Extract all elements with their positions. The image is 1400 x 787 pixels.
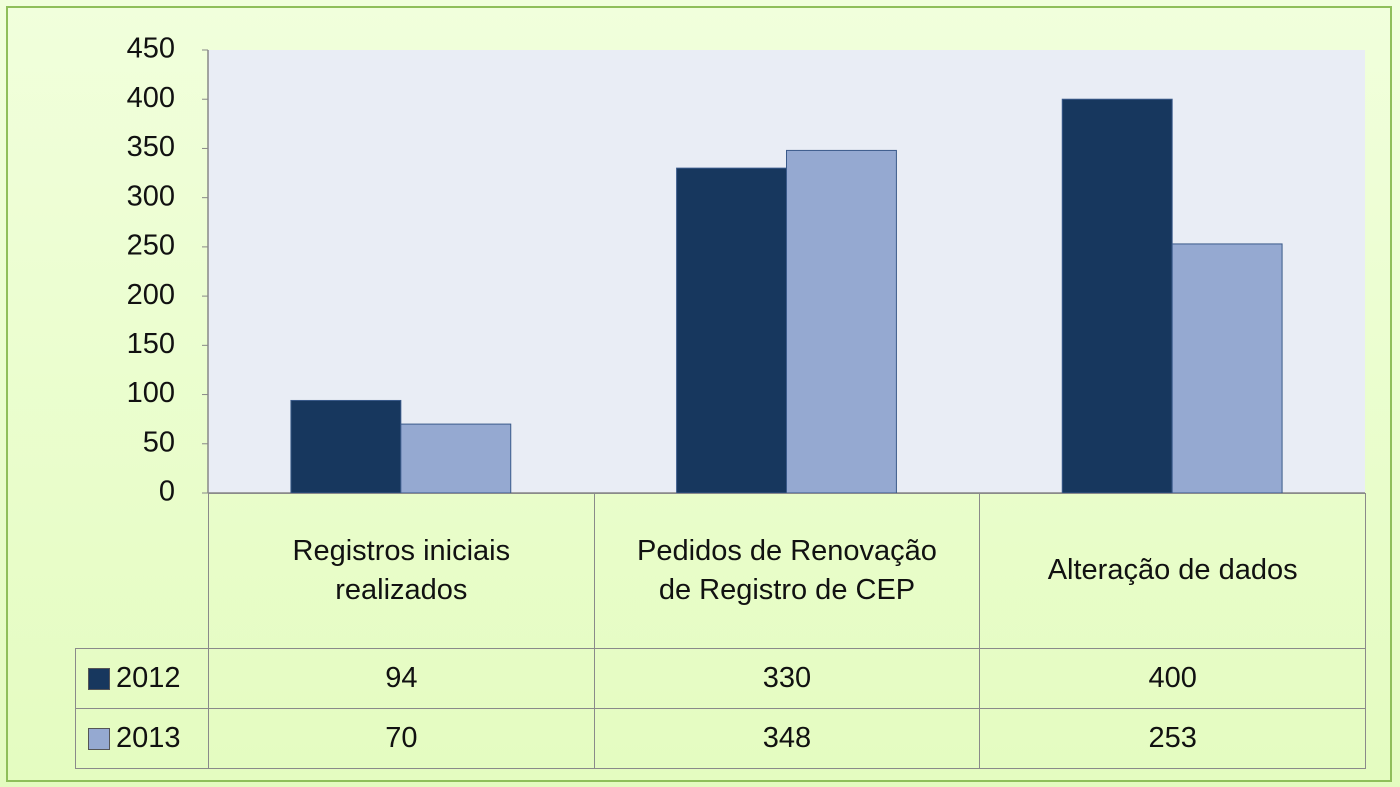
table-value: 94 — [208, 648, 595, 709]
legend-swatch — [88, 727, 110, 750]
table-value: 400 — [979, 648, 1366, 709]
legend-label: 2012 — [116, 661, 181, 694]
legend-label: 2013 — [116, 721, 181, 754]
category-label: Alteração de dados — [979, 493, 1366, 649]
legend-entry: 2013 — [75, 708, 209, 769]
chart-frame — [6, 6, 1392, 782]
bar — [290, 399, 402, 494]
table-value: 330 — [593, 648, 981, 709]
y-tick-label: 350 — [127, 131, 175, 163]
y-tick-label: 300 — [127, 180, 175, 212]
category-label: Pedidos de Renovação de Registro de CEP — [593, 493, 981, 649]
y-tick-label: 450 — [127, 33, 175, 65]
y-tick-label: 100 — [127, 377, 175, 409]
category-label: Registros iniciais realizados — [208, 493, 595, 649]
bar — [400, 423, 512, 494]
bar — [786, 149, 897, 494]
legend-swatch — [88, 667, 110, 690]
y-tick-label: 50 — [143, 426, 175, 458]
table-value: 348 — [593, 708, 981, 769]
y-tick-label: 200 — [127, 279, 175, 311]
legend-entry: 2012 — [75, 648, 209, 709]
bar — [1171, 243, 1283, 494]
table-value: 70 — [208, 708, 595, 769]
bar — [1061, 98, 1173, 494]
y-tick-label: 0 — [159, 476, 175, 508]
y-tick-label: 150 — [127, 328, 175, 360]
y-tick-label: 250 — [127, 230, 175, 262]
table-value: 253 — [979, 708, 1366, 769]
y-tick-label: 400 — [127, 82, 175, 114]
bar — [676, 167, 788, 494]
